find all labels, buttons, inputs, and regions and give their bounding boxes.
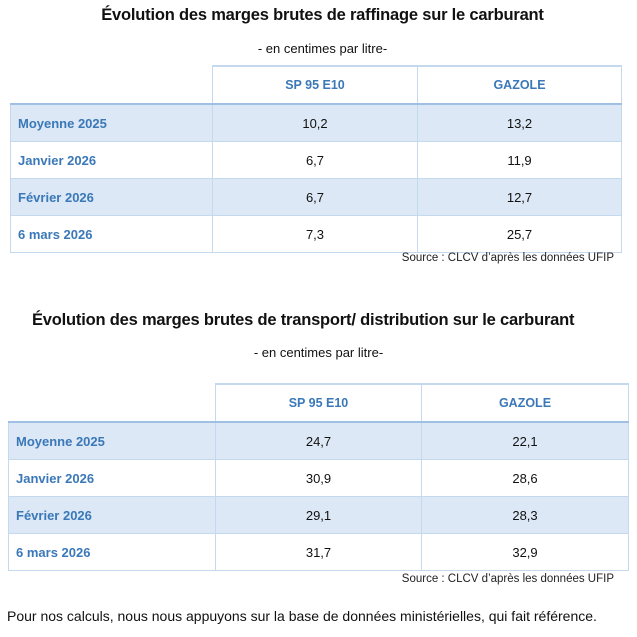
cell-value: 25,7: [417, 215, 622, 253]
table-1-subtitle: - en centimes par litre-: [257, 41, 388, 56]
table-row: Moyenne 2025 10,2 13,2: [10, 103, 622, 142]
cell-value: 13,2: [417, 103, 622, 142]
table-2: SP 95 E10 GAZOLE Moyenne 2025 24,7 22,1 …: [8, 383, 629, 571]
cell-value: 31,7: [215, 533, 422, 571]
cell-value: 11,9: [417, 141, 622, 179]
table-1-corner: [10, 66, 213, 105]
table-1-title: Évolution des marges brutes de raffinage…: [101, 6, 544, 24]
cell-value: 24,7: [215, 421, 422, 460]
cell-value: 28,6: [421, 459, 629, 497]
table-row: Moyenne 2025 24,7 22,1: [8, 421, 629, 460]
column-header: GAZOLE: [421, 383, 629, 423]
column-header: GAZOLE: [417, 65, 622, 105]
row-header: Moyenne 2025: [10, 103, 213, 142]
cell-value: 28,3: [421, 496, 629, 534]
table-row: 6 mars 2026 31,7 32,9: [8, 533, 629, 571]
row-header: Moyenne 2025: [8, 421, 216, 460]
table-1: SP 95 E10 GAZOLE Moyenne 2025 10,2 13,2 …: [10, 65, 622, 253]
table-1-header-row: SP 95 E10 GAZOLE: [10, 65, 622, 105]
cell-value: 22,1: [421, 421, 629, 460]
row-header: Janvier 2026: [10, 141, 213, 179]
table-row: Janvier 2026 30,9 28,6: [8, 459, 629, 497]
table-row: Janvier 2026 6,7 11,9: [10, 141, 622, 179]
cell-value: 12,7: [417, 178, 622, 216]
table-2-source: Source : CLCV d’après les données UFIP: [401, 573, 614, 585]
row-header: 6 mars 2026: [8, 533, 216, 571]
table-1-source: Source : CLCV d’après les données UFIP: [401, 252, 614, 264]
row-header: Janvier 2026: [8, 459, 216, 497]
table-row: 6 mars 2026 7,3 25,7: [10, 215, 622, 253]
table-2-subtitle: - en centimes par litre-: [253, 345, 384, 360]
cell-value: 29,1: [215, 496, 422, 534]
column-header: SP 95 E10: [212, 65, 418, 105]
row-header: Février 2026: [10, 178, 213, 216]
cell-value: 30,9: [215, 459, 422, 497]
table-2-corner: [8, 384, 216, 423]
table-2-title: Évolution des marges brutes de transport…: [32, 311, 575, 329]
footnote: Pour nos calculs, nous nous appuyons sur…: [7, 608, 597, 624]
cell-value: 7,3: [212, 215, 418, 253]
cell-value: 6,7: [212, 141, 418, 179]
table-2-header-row: SP 95 E10 GAZOLE: [8, 383, 629, 423]
table-row: Février 2026 29,1 28,3: [8, 496, 629, 534]
cell-value: 10,2: [212, 103, 418, 142]
cell-value: 32,9: [421, 533, 629, 571]
row-header: Février 2026: [8, 496, 216, 534]
cell-value: 6,7: [212, 178, 418, 216]
table-row: Février 2026 6,7 12,7: [10, 178, 622, 216]
row-header: 6 mars 2026: [10, 215, 213, 253]
column-header: SP 95 E10: [215, 383, 422, 423]
